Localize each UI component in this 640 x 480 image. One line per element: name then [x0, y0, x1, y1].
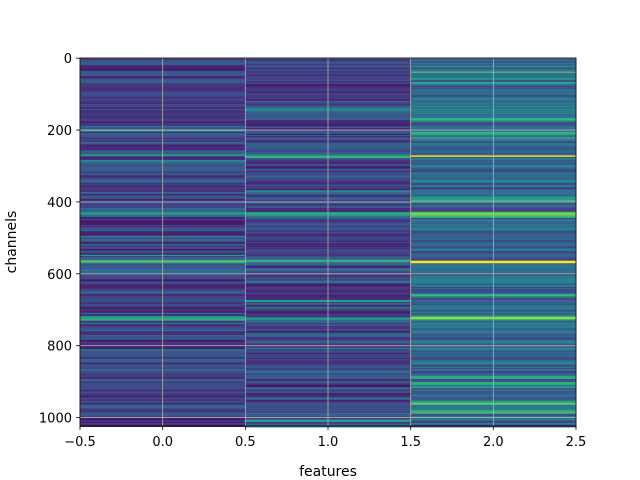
- x-axis-ticks: −0.5 0.0 0.5 1.0 1.5 2.0 2.5: [64, 426, 586, 450]
- x-axis-label: features: [299, 464, 357, 480]
- x-tick-label: −0.5: [64, 435, 96, 450]
- y-tick-label: 600: [47, 268, 72, 283]
- y-tick-label: 200: [47, 124, 72, 139]
- x-tick-label: 0.5: [235, 435, 256, 450]
- y-tick-label: 1000: [39, 412, 72, 427]
- x-tick-label: 0.0: [152, 435, 173, 450]
- y-tick-label: 400: [47, 196, 72, 211]
- y-axis-label: channels: [4, 211, 20, 274]
- x-tick-label: 1.5: [400, 435, 421, 450]
- x-tick-label: 1.0: [318, 435, 339, 450]
- y-tick-label: 0: [64, 52, 72, 67]
- x-tick-label: 2.5: [566, 435, 587, 450]
- x-tick-label: 2.0: [483, 435, 504, 450]
- y-tick-label: 800: [47, 340, 72, 355]
- y-axis-ticks: 0 200 400 600 800 1000: [39, 52, 80, 427]
